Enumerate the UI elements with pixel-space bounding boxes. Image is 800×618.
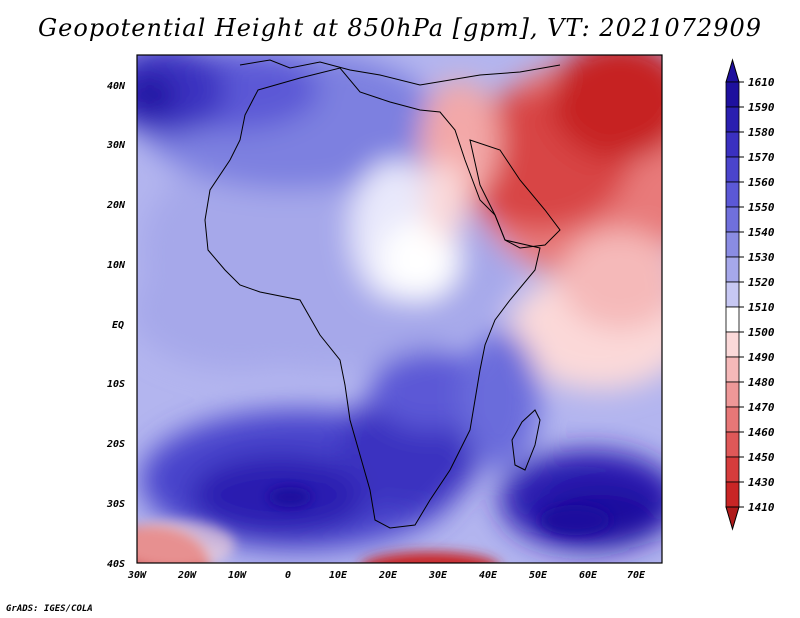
colorbar-label: 1480 bbox=[748, 376, 775, 389]
lon-tick-label: 10E bbox=[329, 570, 348, 581]
colorbar-top-arrow bbox=[725, 58, 740, 83]
lon-tick-label: 20W bbox=[177, 570, 197, 581]
colorbar-swatch bbox=[725, 131, 740, 158]
colorbar-label: 1460 bbox=[748, 426, 775, 439]
colorbar-label: 1610 bbox=[748, 76, 775, 89]
colorbar-swatch bbox=[725, 431, 740, 458]
colorbar-label: 1590 bbox=[748, 101, 775, 114]
lat-tick-label: 10S bbox=[107, 379, 125, 390]
colorbar-swatch bbox=[725, 406, 740, 433]
colorbar-swatch bbox=[725, 281, 740, 308]
colorbar-label: 1490 bbox=[748, 351, 775, 364]
lon-tick-label: 50E bbox=[529, 570, 548, 581]
colorbar-swatch bbox=[725, 231, 740, 258]
coastlines bbox=[204, 59, 561, 529]
colorbar-label: 1520 bbox=[748, 276, 775, 289]
lat-tick-label: 30S bbox=[106, 499, 125, 510]
lat-tick-label: 40N bbox=[107, 81, 126, 92]
height-field bbox=[137, 55, 662, 563]
lon-tick-label: 30E bbox=[428, 570, 448, 581]
latitude-axis: 40N 30N 20N 10N EQ 10S 20S 30S 40S bbox=[106, 81, 126, 570]
colorbar-swatch bbox=[725, 156, 740, 183]
lat-tick-label: 20N bbox=[106, 200, 126, 211]
colorbar-label: 1560 bbox=[748, 176, 775, 189]
colorbar-label: 1570 bbox=[748, 151, 775, 164]
colorbar-swatch bbox=[725, 206, 740, 233]
colorbar-swatch bbox=[725, 306, 740, 333]
lat-tick-label: EQ bbox=[112, 320, 124, 331]
colorbar-swatch bbox=[725, 481, 740, 508]
madagascar-coastline bbox=[511, 409, 541, 471]
colorbar-swatch bbox=[725, 256, 740, 283]
africa-coastline bbox=[204, 67, 541, 529]
colorbar-swatch bbox=[725, 456, 740, 483]
colorbar-swatch bbox=[725, 331, 740, 358]
colorbar-label: 1410 bbox=[748, 501, 775, 514]
colorbar-label: 1530 bbox=[748, 251, 775, 264]
lon-tick-label: 70E bbox=[627, 570, 646, 581]
colorbar-swatch bbox=[725, 81, 740, 108]
longitude-axis: 30W 20W 10W 0 10E 20E 30E 40E 50E 60E 70… bbox=[127, 570, 646, 581]
lon-tick-label: 10W bbox=[228, 570, 247, 581]
colorbar-label: 1500 bbox=[748, 326, 775, 339]
lat-tick-label: 30N bbox=[106, 140, 126, 151]
colorbar-swatch bbox=[725, 181, 740, 208]
map-frame bbox=[136, 54, 663, 564]
colorbar-swatch bbox=[725, 356, 740, 383]
footer-credit: GrADS: IGES/COLA bbox=[6, 604, 93, 614]
lon-tick-label: 60E bbox=[579, 570, 598, 581]
colorbar-label: 1510 bbox=[748, 301, 775, 314]
lon-tick-label: 40E bbox=[479, 570, 498, 581]
arabia-coastline bbox=[469, 139, 561, 249]
colorbar-label: 1550 bbox=[748, 201, 775, 214]
lat-tick-label: 20S bbox=[106, 439, 125, 450]
lon-tick-label: 0 bbox=[285, 570, 291, 581]
colorbar-label: 1580 bbox=[748, 126, 775, 139]
colorbar-swatch bbox=[725, 106, 740, 133]
colorbar-label: 1450 bbox=[748, 451, 775, 464]
colorbar-bottom-arrow bbox=[725, 506, 740, 531]
lon-tick-label: 20E bbox=[378, 570, 398, 581]
europe-coastline bbox=[239, 59, 561, 86]
colorbar-label: 1470 bbox=[748, 401, 775, 414]
lon-tick-label: 30W bbox=[127, 570, 147, 581]
colorbar: 1610 1590 1580 1570 1560 1550 1540 1530 1520 1510… bbox=[725, 58, 775, 531]
colorbar-label: 1540 bbox=[748, 226, 775, 239]
map-title: Geopotential Height at 850hPa [gpm], VT:… bbox=[38, 14, 762, 42]
lat-tick-label: 40S bbox=[107, 559, 125, 570]
colorbar-label: 1430 bbox=[748, 476, 775, 489]
lat-tick-label: 10N bbox=[107, 260, 126, 271]
colorbar-swatch bbox=[725, 381, 740, 408]
